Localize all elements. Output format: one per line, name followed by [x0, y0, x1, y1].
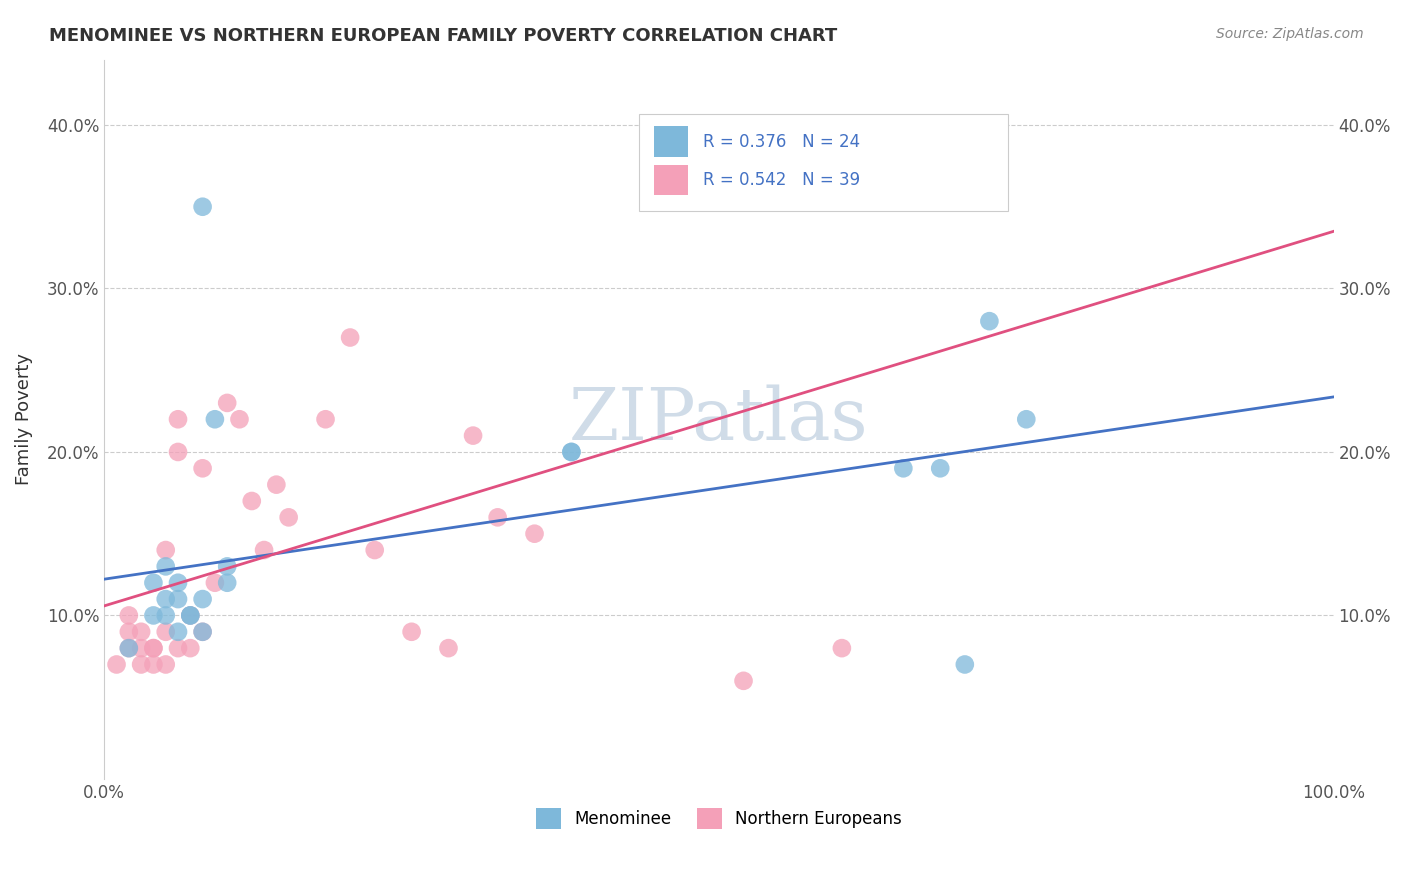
Text: Source: ZipAtlas.com: Source: ZipAtlas.com [1216, 27, 1364, 41]
Point [155, 657, 177, 672]
Point [240, 494, 263, 508]
Point [179, 641, 201, 656]
Point [979, 314, 1001, 328]
Text: MENOMINEE VS NORTHERN EUROPEAN FAMILY POVERTY CORRELATION CHART: MENOMINEE VS NORTHERN EUROPEAN FAMILY PO… [49, 27, 838, 45]
Point [118, 608, 141, 623]
Point [142, 608, 165, 623]
Point [129, 657, 152, 672]
Point [105, 657, 128, 672]
Point [217, 575, 239, 590]
Point [142, 575, 165, 590]
Point [204, 575, 226, 590]
Point [191, 592, 214, 607]
FancyBboxPatch shape [640, 113, 1008, 211]
Point [204, 412, 226, 426]
Point [401, 624, 423, 639]
Point [1015, 412, 1038, 426]
Legend: Menominee, Northern Europeans: Menominee, Northern Europeans [530, 802, 908, 835]
Point [142, 641, 165, 656]
Point [929, 461, 952, 475]
Point [217, 559, 239, 574]
Point [129, 641, 152, 656]
Point [891, 118, 914, 132]
Point [155, 543, 177, 558]
Point [167, 412, 190, 426]
Point [129, 624, 152, 639]
Point [191, 624, 214, 639]
Point [217, 396, 239, 410]
Point [155, 624, 177, 639]
Point [831, 641, 853, 656]
Point [253, 543, 276, 558]
Point [523, 526, 546, 541]
Point [155, 608, 177, 623]
Point [228, 412, 250, 426]
Text: ZIPatlas: ZIPatlas [569, 384, 869, 455]
Point [560, 445, 582, 459]
Point [167, 641, 190, 656]
Point [118, 624, 141, 639]
Point [118, 641, 141, 656]
Point [191, 461, 214, 475]
Point [179, 608, 201, 623]
Point [461, 428, 484, 442]
Point [179, 608, 201, 623]
Bar [654, 127, 688, 157]
Point [179, 608, 201, 623]
Y-axis label: Family Poverty: Family Poverty [15, 353, 32, 485]
Point [142, 641, 165, 656]
Text: R = 0.376   N = 24: R = 0.376 N = 24 [703, 133, 860, 151]
Point [155, 592, 177, 607]
Point [155, 559, 177, 574]
Point [167, 592, 190, 607]
Point [733, 673, 755, 688]
Point [266, 477, 288, 491]
Point [142, 657, 165, 672]
Point [953, 657, 976, 672]
Point [364, 543, 387, 558]
Point [707, 151, 730, 165]
Bar [654, 165, 688, 194]
Point [486, 510, 509, 524]
Point [560, 445, 582, 459]
Point [167, 575, 190, 590]
Text: R = 0.542   N = 39: R = 0.542 N = 39 [703, 170, 860, 189]
Point [339, 330, 361, 344]
Point [437, 641, 460, 656]
Point [277, 510, 299, 524]
Point [891, 461, 914, 475]
Point [191, 624, 214, 639]
Point [167, 445, 190, 459]
Point [167, 624, 190, 639]
Point [191, 200, 214, 214]
Point [315, 412, 337, 426]
Point [118, 641, 141, 656]
